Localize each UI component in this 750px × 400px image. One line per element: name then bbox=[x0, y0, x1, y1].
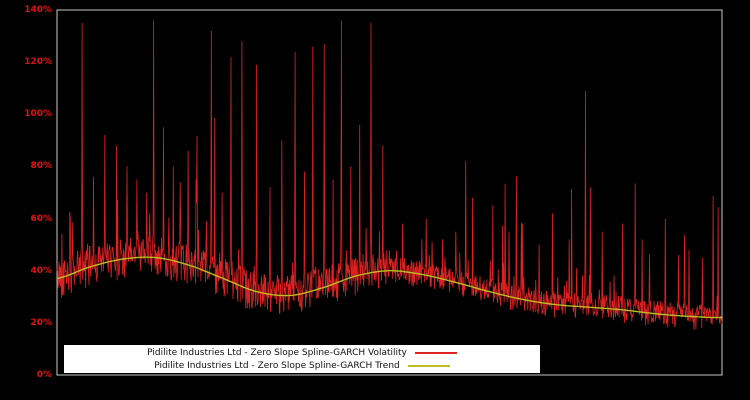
y-tick-60: 60% bbox=[30, 214, 52, 224]
legend-row-volatility: Pidilite Industries Ltd - Zero Slope Spl… bbox=[64, 347, 540, 359]
legend-label-trend: Pidilite Industries Ltd - Zero Slope Spl… bbox=[154, 360, 400, 371]
y-tick-100: 100% bbox=[24, 109, 52, 119]
trend-series-line bbox=[56, 256, 722, 319]
y-tick-80: 80% bbox=[30, 161, 52, 171]
legend-line-trend-sample bbox=[407, 364, 450, 367]
plot-frame bbox=[56, 9, 723, 376]
y-tick-120: 120% bbox=[24, 57, 52, 67]
legend-row-trend: Pidilite Industries Ltd - Zero Slope Spl… bbox=[64, 360, 540, 372]
y-tick-40: 40% bbox=[30, 266, 52, 276]
legend: Pidilite Industries Ltd - Zero Slope Spl… bbox=[64, 345, 540, 373]
y-tick-20: 20% bbox=[30, 318, 52, 328]
legend-line-volatility-sample bbox=[414, 351, 457, 354]
volatility-series-line bbox=[56, 20, 723, 331]
legend-label-volatility: Pidilite Industries Ltd - Zero Slope Spl… bbox=[147, 347, 407, 358]
y-tick-0: 0% bbox=[36, 370, 52, 380]
y-tick-140: 140% bbox=[24, 5, 52, 15]
